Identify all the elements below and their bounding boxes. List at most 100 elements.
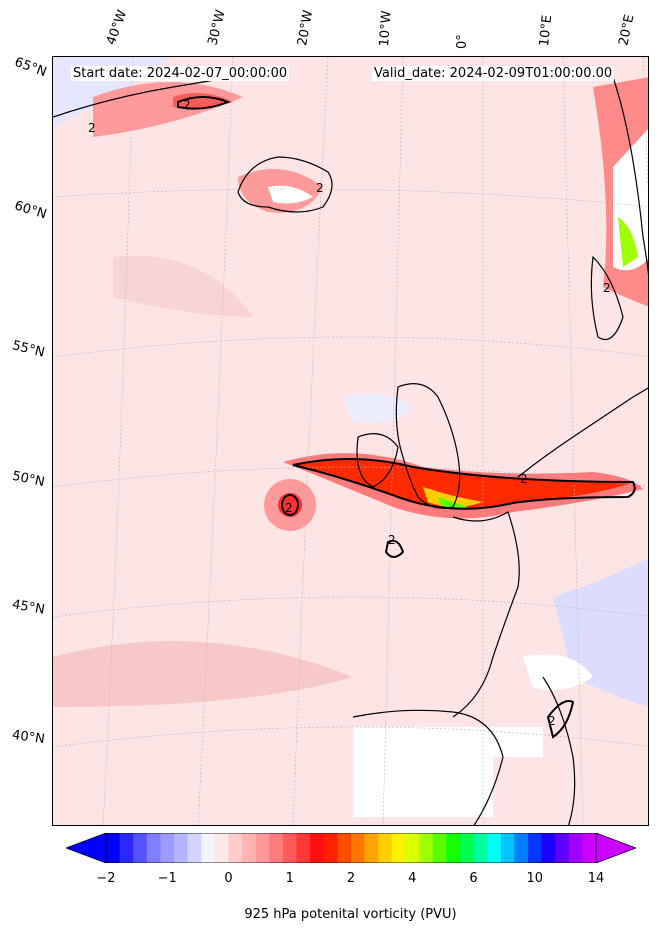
lon-label: 10°W [377, 10, 395, 47]
ireland-coast [356, 433, 399, 488]
pv-frontal-band-high [423, 487, 483, 507]
colorbar-cell [160, 833, 175, 863]
colorbar-cell [555, 833, 570, 863]
pv-negative-patch-mid [343, 393, 413, 423]
colorbar-tick-label: 1 [285, 871, 294, 886]
colorbar-cell [432, 833, 447, 863]
colorbar-tick-label: 10 [526, 871, 544, 886]
map-panel[interactable]: 2 2 2 2 2 2 2 2 [52, 56, 649, 826]
colorbar-cell [242, 833, 257, 863]
contour-biscay [384, 539, 405, 558]
valid-date-text: Valid_date: 2024-02-09T01:00:00.00 [372, 66, 615, 81]
alps-missing [523, 654, 593, 691]
lon-label: 0° [455, 34, 470, 49]
colorbar-cell [310, 833, 325, 863]
graticule [53, 57, 648, 825]
denmark-coast [517, 387, 648, 478]
pv-contours [177, 96, 636, 739]
pv-positive-streak [113, 255, 253, 317]
colorbar-cell [337, 833, 352, 863]
colorbar-cell [133, 833, 148, 863]
contour-frontal [292, 458, 636, 510]
colorbar-cell [378, 833, 393, 863]
colorbar-cell [541, 833, 556, 863]
lat-label: 60°N [12, 198, 49, 223]
colorbar-cell [214, 833, 229, 863]
colorbar-tick-label: 2 [346, 871, 356, 886]
colorbar-tick-label: 6 [469, 871, 478, 886]
colorbar-cell [405, 833, 420, 863]
norway-coast [590, 255, 624, 341]
colorbar-extend-min [66, 833, 107, 863]
contour-labels: 2 2 2 2 2 2 2 2 [88, 98, 611, 728]
colorbar-cell [296, 833, 311, 863]
contour-label: 2 [548, 714, 556, 728]
contour-label: 2 [183, 98, 191, 112]
lat-label: 50°N [10, 468, 46, 491]
italy-coast [542, 676, 576, 825]
colorbar-cell [228, 833, 243, 863]
iberia-coast [352, 709, 504, 825]
colorbar-cell [446, 833, 461, 863]
iceland-missing [268, 185, 313, 204]
pv-positive-band-south [53, 641, 353, 707]
colorbar-cell [582, 833, 597, 863]
contour-italy [546, 700, 575, 739]
lat-label: 40°N [11, 727, 46, 748]
colorbar-tick-label: 4 [408, 871, 417, 886]
colorbar-extend-max [595, 833, 636, 863]
contour-label: 2 [388, 533, 396, 547]
lon-label: 20°E [616, 13, 638, 48]
colorbar-cell [391, 833, 406, 863]
colorbar-tick-label: −1 [157, 871, 177, 886]
colorbar-title: 925 hPa potenital vorticity (PVU) [244, 907, 457, 922]
coastlines [53, 76, 648, 825]
colorbar-cell [146, 833, 161, 863]
colorbar-cell [119, 833, 134, 863]
contour-label: 2 [285, 501, 293, 515]
colorbar-cell [364, 833, 379, 863]
colorbar-cell [323, 833, 338, 863]
lat-label: 55°N [10, 338, 47, 361]
start-date-text: Start date: 2024-02-07_00:00:00 [71, 66, 290, 81]
iberia-missing [353, 727, 543, 817]
pv-frontal-band-peak [438, 497, 468, 510]
colorbar-cell [201, 833, 216, 863]
contour-greenland [177, 96, 231, 110]
contour-label: 2 [520, 472, 528, 486]
colorbar-tick-label: 14 [587, 871, 605, 886]
colorbar-tick-label: 0 [224, 871, 233, 886]
lon-label: 10°E [537, 14, 556, 48]
colorbar-cell [500, 833, 515, 863]
colorbar-cell [106, 833, 121, 863]
colorbar-cell [351, 833, 366, 863]
colorbar-cell [174, 833, 189, 863]
colorbar-cell [269, 833, 284, 863]
lat-label: 65°N [12, 54, 49, 81]
lat-label: 45°N [10, 597, 46, 618]
colorbar-tick-label: −2 [96, 871, 116, 886]
pv-norway-peak [618, 217, 638, 267]
map-svg: 2 2 2 2 2 2 2 2 [53, 57, 648, 825]
colorbar-cell [514, 833, 529, 863]
contour-label: 2 [88, 121, 96, 135]
lon-label: 40°W [103, 8, 131, 47]
colorbar-cell [568, 833, 583, 863]
colorbar-cell [459, 833, 474, 863]
britain-coast [395, 383, 461, 509]
lon-label: 20°W [295, 9, 317, 48]
colorbar-cell [255, 833, 270, 863]
colorbar-cell [487, 833, 502, 863]
pv-frontal-band-core [293, 458, 633, 509]
colorbar-cells [106, 833, 597, 863]
france-coast [452, 511, 520, 718]
contour-cyclone [281, 494, 299, 516]
colorbar-cell [187, 833, 202, 863]
colorbar-cell [527, 833, 543, 863]
colorbar-cell [473, 833, 488, 863]
norway-west-coast [612, 76, 648, 276]
colorbar-cell [282, 833, 298, 863]
contour-label: 2 [316, 181, 324, 195]
lon-label: 30°W [205, 8, 229, 47]
colorbar-cell [419, 833, 434, 863]
